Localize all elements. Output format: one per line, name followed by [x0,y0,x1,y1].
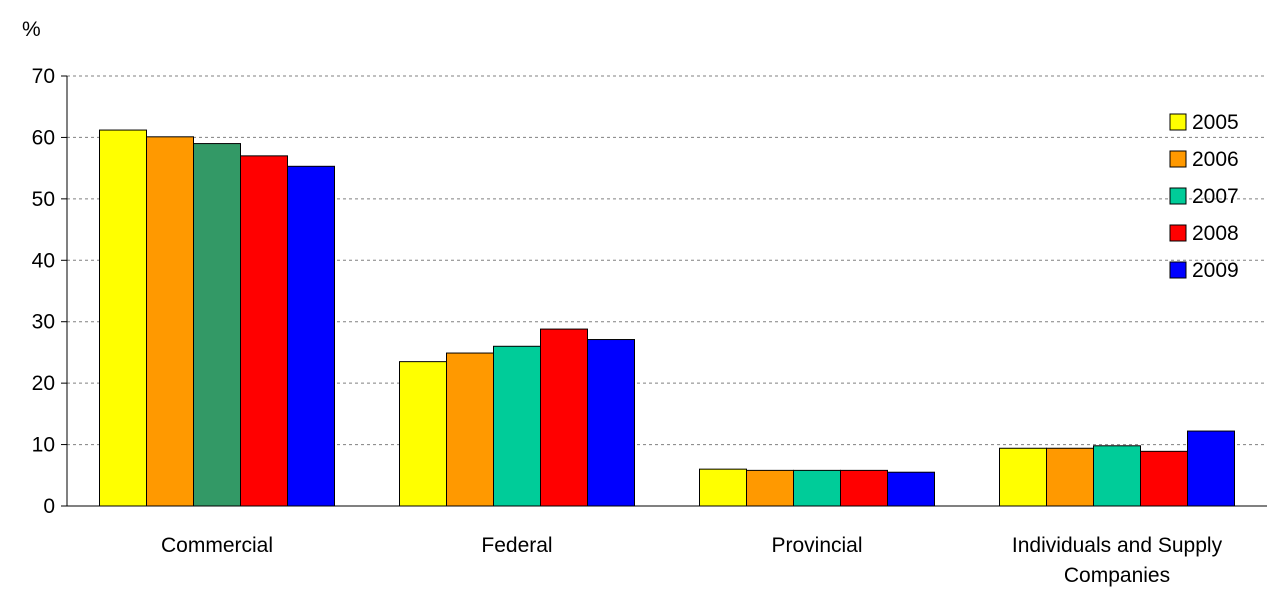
y-tick-label-0: 0 [43,495,55,518]
bar-federal-2008 [540,328,588,507]
bar-federal-2009 [587,339,635,507]
bar-individuals-and-supply-companies-2005 [999,447,1047,507]
bar-federal-2005 [399,361,447,507]
bar-individuals-and-supply-companies-2008 [1140,450,1188,507]
x-category-labels: Commercial Federal Provincial Individuals a… [161,534,1223,587]
bar-provincial-2006 [746,469,794,507]
x-category-label-individuals-and-supply-companies: Individuals and Supply Companies [1012,534,1223,587]
bar-provincial-2005 [699,468,747,507]
bar-commercial-2008 [240,155,288,507]
legend-label-2007: 2007 [1192,185,1239,208]
y-tick-label-60: 60 [32,126,55,149]
y-tick-label-30: 30 [32,311,55,334]
y-tick-label-50: 50 [32,188,55,211]
y-tick-label-10: 10 [32,434,55,457]
legend-swatch-2008 [1169,224,1187,242]
bar-individuals-and-supply-companies-2009 [1187,430,1235,507]
y-tick-labels: 0 10 20 30 40 50 60 70 [32,65,55,518]
legend: 2005 2006 2007 2008 2009 [1169,111,1239,282]
x-category-label-provincial: Provincial [771,534,862,557]
y-axis-unit-label: % [22,18,41,41]
bar-commercial-2006 [146,136,194,507]
bar-provincial-2007 [793,469,841,507]
bar-individuals-and-supply-companies-2006 [1046,447,1094,507]
legend-label-2008: 2008 [1192,222,1239,245]
bar-federal-2006 [446,352,494,507]
bar-individuals-and-supply-companies-2007 [1093,445,1141,507]
y-tick-label-20: 20 [32,372,55,395]
axes [61,75,1267,507]
legend-label-2006: 2006 [1192,148,1239,171]
bar-provincial-2009 [887,471,935,507]
legend-swatch-2007 [1169,187,1187,205]
bar-commercial-2007 [193,143,241,507]
legend-label-2005: 2005 [1192,111,1239,134]
bar-federal-2007 [493,345,541,507]
bars [99,129,1235,507]
y-tick-label-70: 70 [32,65,55,88]
bar-provincial-2008 [840,469,888,507]
x-category-label-commercial: Commercial [161,534,273,557]
bar-commercial-2005 [99,129,147,507]
legend-swatch-2009 [1169,261,1187,279]
legend-swatch-2006 [1169,150,1187,168]
bar-commercial-2009 [287,165,335,507]
x-category-label-federal: Federal [481,534,552,557]
legend-swatch-2005 [1169,113,1187,131]
legend-label-2009: 2009 [1192,259,1239,282]
y-tick-label-40: 40 [32,249,55,272]
